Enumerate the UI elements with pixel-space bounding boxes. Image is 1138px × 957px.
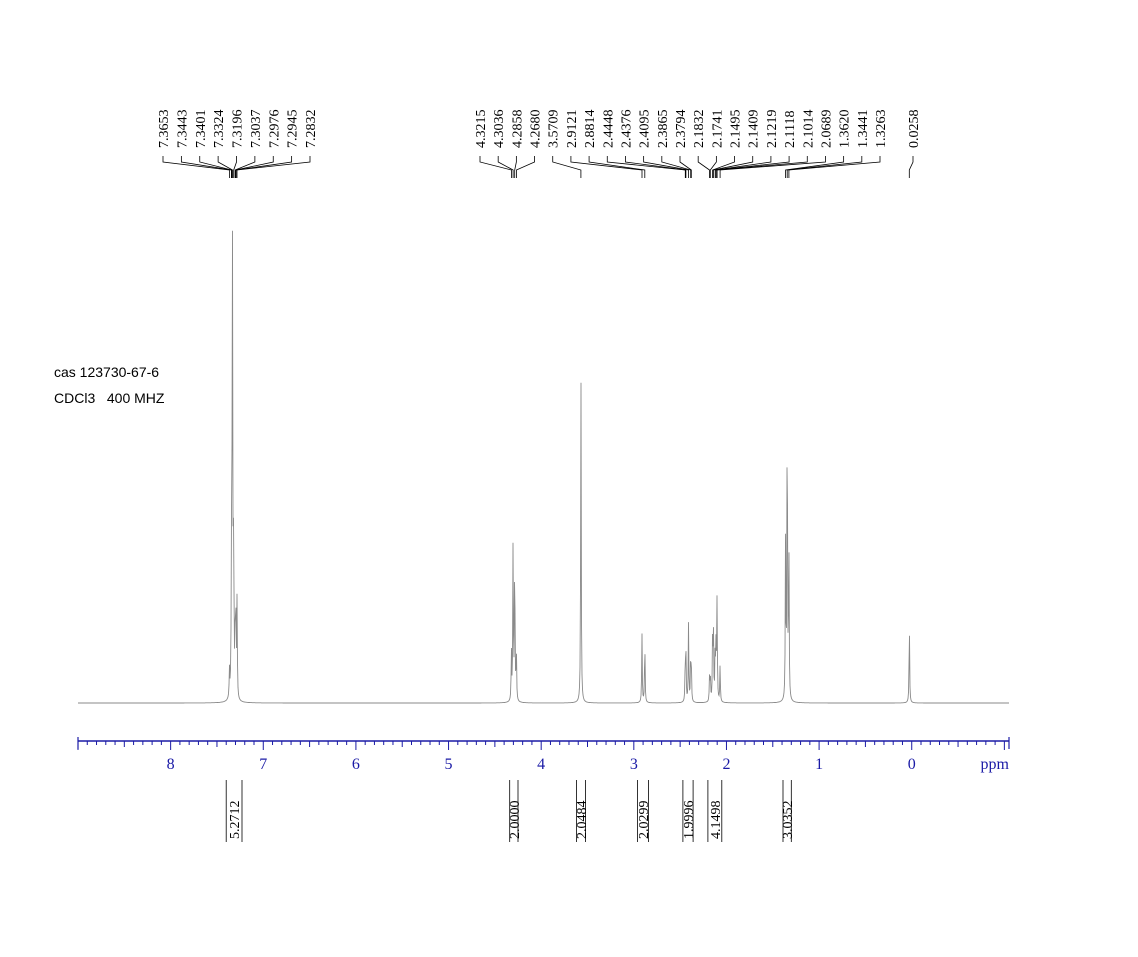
- integral-value-label: 2.0484: [575, 801, 590, 840]
- peak-label: 2.1741: [710, 110, 725, 149]
- sample-id-label: cas 123730-67-6: [54, 364, 160, 380]
- peak-label-group: 7.3653 7.3443 7.3401 7.3324 7.3196 7.3037 7.29…: [157, 110, 922, 178]
- peak-label: 2.1118: [783, 111, 798, 148]
- peak-leader-line: [217, 156, 233, 178]
- integral-value-label: 5.2712: [228, 801, 243, 840]
- peak-label: 1.3263: [874, 110, 889, 149]
- peak-leader-line: [713, 156, 754, 178]
- peak-leader-line: [570, 156, 643, 178]
- peak-label: 2.4376: [619, 110, 634, 149]
- integral-group: 5.2712 2.0000 2.0484 2.0299 1.9996 4.1498 3.03…: [225, 780, 796, 842]
- peak-leader-line: [679, 156, 692, 178]
- peak-label: 7.3653: [157, 110, 172, 149]
- peak-leader-line: [786, 156, 863, 178]
- peak-leader-line: [233, 156, 237, 178]
- integral-value-label: 4.1498: [709, 801, 724, 840]
- peak-leader-line: [236, 156, 311, 178]
- integral-value-label: 2.0000: [508, 801, 523, 840]
- peak-leader-line: [719, 156, 826, 178]
- peak-leader-line: [552, 156, 582, 178]
- peak-leader-line: [716, 156, 808, 178]
- peak-label: 2.1832: [692, 110, 707, 149]
- x-axis-tick-label: 8: [167, 756, 175, 773]
- x-axis-tick-label: 5: [445, 756, 453, 773]
- peak-label: 3.5709: [547, 110, 562, 149]
- peak-leader-line: [162, 156, 230, 178]
- peak-label: 1.3441: [856, 110, 871, 149]
- peak-label: 4.3036: [492, 110, 507, 149]
- peak-leader-line: [497, 156, 514, 178]
- peak-leader-line: [588, 156, 646, 178]
- peak-leader-line: [714, 156, 772, 178]
- peak-label: 2.4448: [601, 110, 616, 149]
- peak-label: 2.3794: [674, 110, 689, 149]
- peak-leader-line: [709, 156, 717, 178]
- peak-label: 2.1495: [729, 110, 744, 149]
- peak-leader-line: [643, 156, 689, 178]
- x-axis-tick-label: 4: [537, 756, 545, 773]
- x-axis-unit-label: ppm: [981, 756, 1010, 773]
- integral-value-label: 1.9996: [682, 801, 697, 840]
- peak-leader-line: [199, 156, 233, 178]
- peak-leader-line: [715, 156, 790, 178]
- peak-leader-line: [479, 156, 512, 178]
- peak-label: 2.1014: [801, 110, 816, 149]
- peak-label: 7.2832: [304, 110, 319, 149]
- peak-label: 7.3401: [194, 110, 209, 149]
- peak-label: 7.2976: [267, 110, 282, 149]
- peak-leader-line: [625, 156, 687, 178]
- peak-leader-line: [514, 156, 517, 178]
- peak-label: 7.3443: [175, 110, 190, 149]
- peak-label: 7.3196: [231, 110, 246, 149]
- peak-label: 7.3324: [212, 110, 227, 149]
- peak-label: 2.1409: [747, 110, 762, 149]
- peak-leader-line: [712, 156, 735, 178]
- peak-leader-line: [697, 156, 710, 178]
- x-axis-tick-label: 0: [908, 756, 916, 773]
- peak-leader-line: [235, 156, 293, 178]
- peak-label: 2.8814: [583, 110, 598, 149]
- spectrum-trace-group: [78, 230, 1009, 704]
- x-axis-tick-label: 1: [815, 756, 823, 773]
- peak-leader-line: [234, 156, 256, 178]
- x-axis-tick-label: 7: [259, 756, 267, 773]
- peak-leader-line: [516, 156, 535, 178]
- peak-label: 7.2945: [286, 110, 301, 149]
- peak-leader-line: [606, 156, 686, 178]
- peak-label: 2.9121: [565, 110, 580, 149]
- peak-label: 2.3865: [656, 110, 671, 149]
- peak-label: 7.3037: [249, 110, 264, 149]
- peak-leader-line: [788, 156, 881, 178]
- peak-leader-line: [908, 156, 914, 178]
- peak-label: 2.4095: [638, 110, 653, 149]
- peak-label: 4.3215: [474, 110, 489, 149]
- integral-value-label: 3.0352: [781, 801, 796, 840]
- peak-label: 4.2680: [529, 110, 544, 149]
- peak-label: 1.3620: [838, 110, 853, 149]
- peak-label: 4.2858: [510, 110, 525, 149]
- x-axis: 8 7 6 5 4 3 2 1 0 ppm: [77, 737, 1010, 773]
- peak-label: 2.1219: [765, 110, 780, 149]
- peak-leader-line: [180, 156, 232, 178]
- spectrum-trace-line: [78, 230, 1009, 704]
- peak-label: 2.0689: [819, 110, 834, 149]
- integral-value-label: 2.0299: [637, 801, 652, 840]
- peak-leader-line: [785, 156, 845, 178]
- x-axis-tick-label: 6: [352, 756, 360, 773]
- x-axis-tick-label: 2: [722, 756, 730, 773]
- solvent-frequency-label: CDCl3 400 MHZ: [54, 390, 165, 406]
- peak-label: 0.0258: [907, 110, 922, 149]
- x-axis-tick-label: 3: [630, 756, 638, 773]
- peak-leader-line: [661, 156, 692, 178]
